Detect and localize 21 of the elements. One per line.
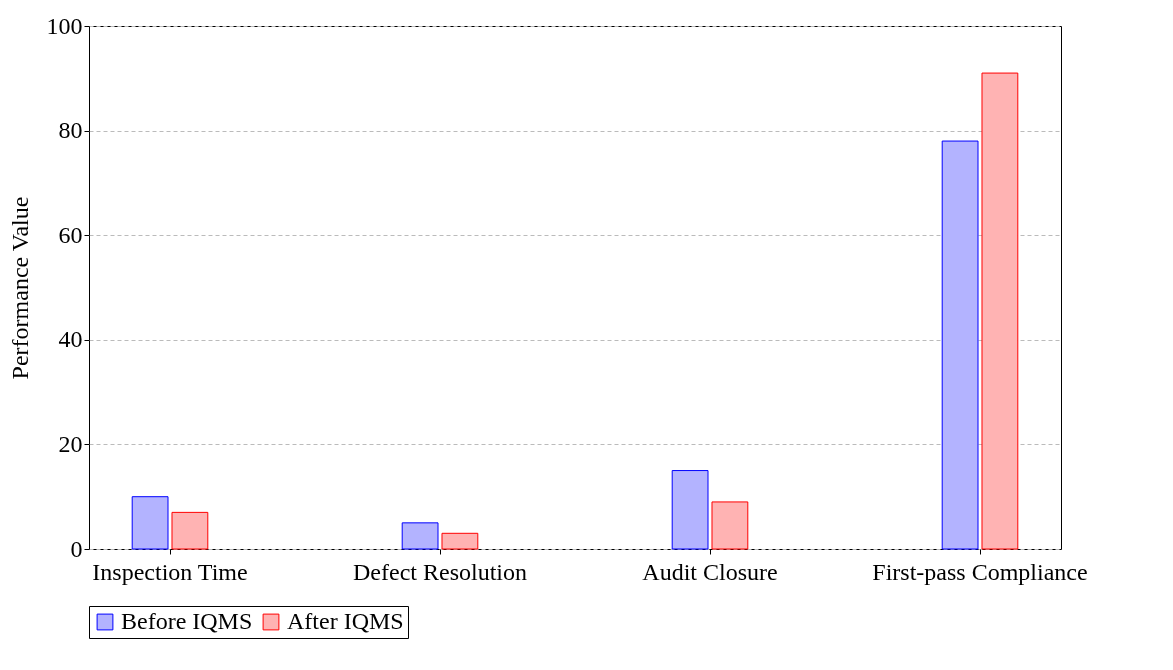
- x-tick-label: Audit Closure: [642, 558, 778, 585]
- y-tick-label: 80: [58, 117, 83, 144]
- bar: [131, 496, 169, 550]
- bar: [711, 501, 749, 550]
- x-tick-label: Defect Resolution: [353, 558, 527, 585]
- bar: [981, 72, 1019, 550]
- legend-label: After IQMS: [287, 608, 404, 634]
- bar: [401, 522, 439, 550]
- bar: [671, 470, 709, 550]
- bar: [441, 532, 479, 550]
- y-tick-label: 0: [70, 535, 83, 562]
- x-tick-label: First-pass Compliance: [872, 558, 1088, 585]
- y-tick-label: 60: [58, 221, 83, 248]
- y-tick-label: 100: [46, 12, 83, 39]
- legend-label: Before IQMS: [121, 608, 253, 634]
- y-tick-label: 40: [58, 326, 83, 353]
- y-axis-title: Performance Value: [6, 196, 33, 380]
- x-tick-label: Inspection Time: [92, 558, 248, 585]
- bar: [941, 140, 979, 550]
- y-tick-label: 20: [58, 430, 83, 457]
- bar: [171, 511, 209, 550]
